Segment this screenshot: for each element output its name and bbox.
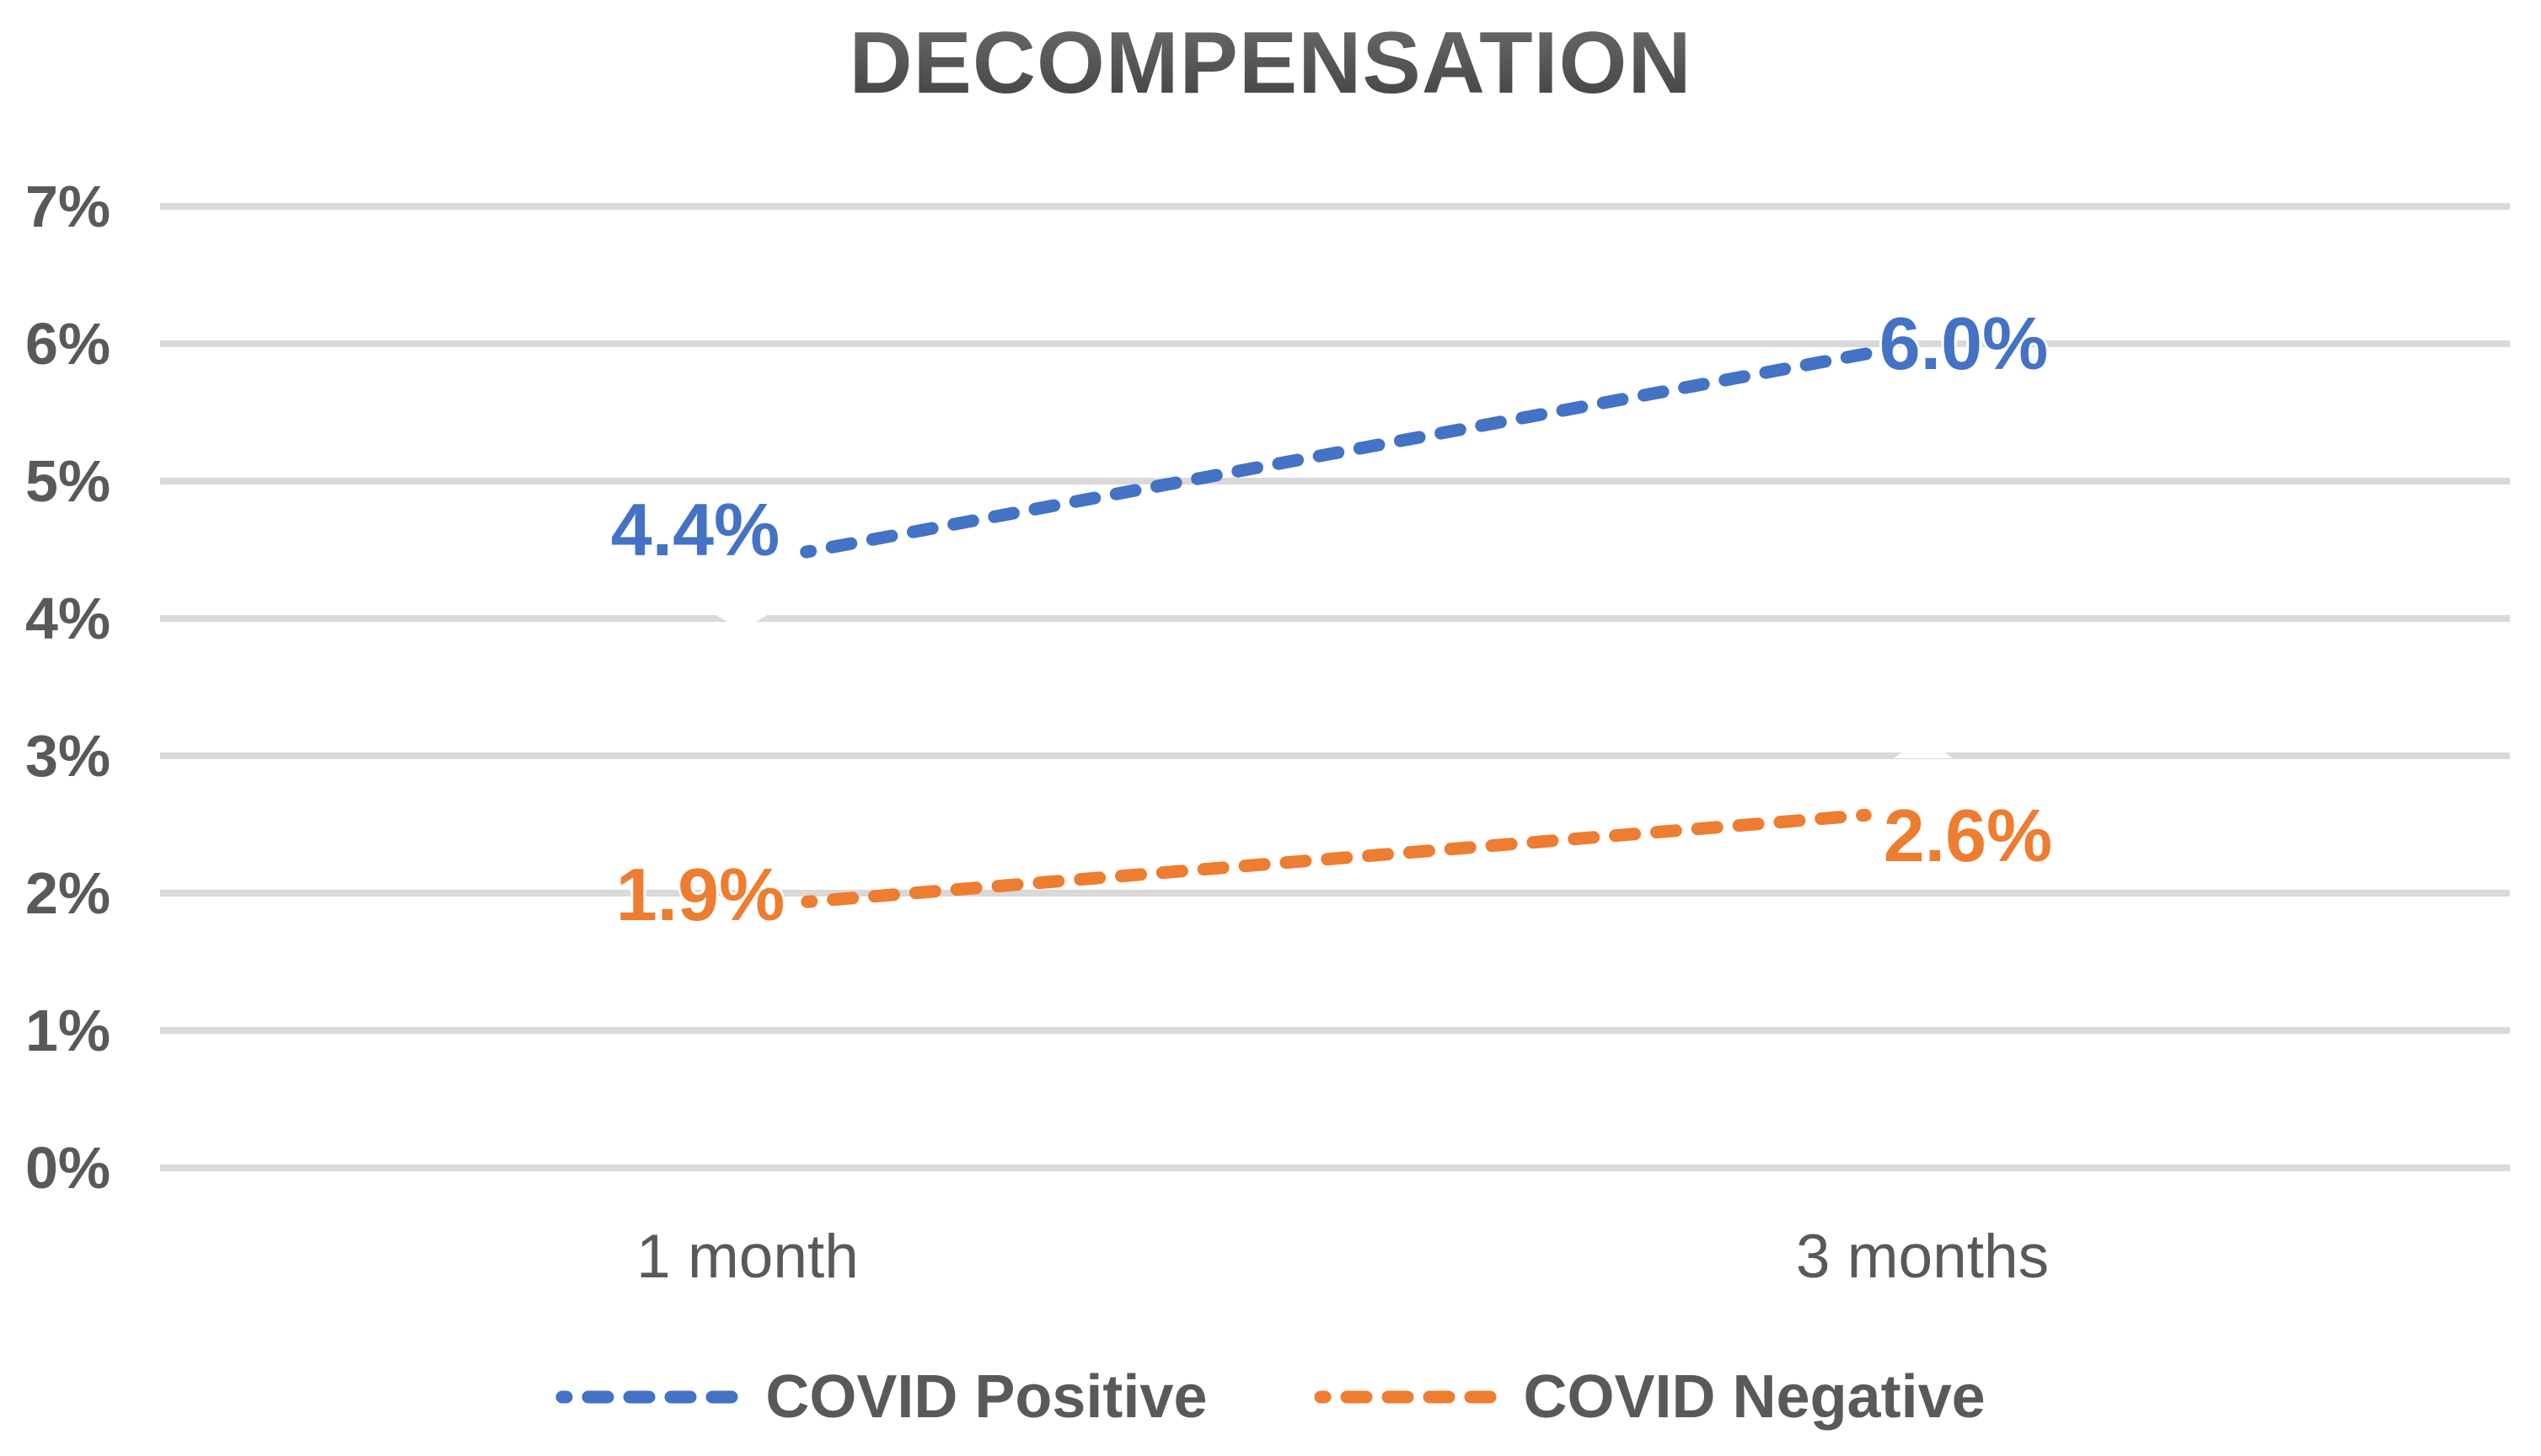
y-tick-label: 2%	[25, 860, 111, 926]
legend-dash-swatch-covid-positive	[555, 1390, 747, 1404]
x-axis-label-1-month: 1 month	[636, 1223, 859, 1291]
data-label-1.9pct: 1.9%	[615, 853, 785, 937]
data-label-4.4pct: 4.4%	[610, 487, 780, 571]
series-line-covid-negative	[801, 808, 1872, 908]
series-line-covid-positive	[800, 347, 1873, 559]
legend-item-covid-positive: COVID Positive	[555, 1363, 1208, 1431]
data-label-2.6pct: 2.6%	[1883, 794, 2053, 878]
x-axis-label-3-months: 3 months	[1795, 1223, 2050, 1291]
chart-title: DECOMPENSATION	[0, 13, 2541, 114]
gridline-notch	[710, 612, 773, 630]
y-tick-label: 0%	[25, 1135, 111, 1201]
chart-legend: COVID Positive COVID Negative	[0, 1367, 2541, 1427]
y-tick-label: 6%	[25, 311, 111, 377]
legend-label-covid-negative: COVID Negative	[1523, 1363, 1986, 1431]
y-tick-label: 1%	[25, 998, 111, 1063]
y-tick-label: 5%	[25, 448, 111, 514]
y-tick-label: 3%	[25, 723, 111, 789]
y-tick-label: 7%	[25, 174, 111, 239]
y-tick-label: 4%	[25, 586, 111, 651]
gridline-notch	[1894, 736, 1953, 758]
data-label-6.0pct: 6.0%	[1879, 302, 2049, 385]
legend-dash-swatch-covid-negative	[1314, 1390, 1504, 1404]
legend-label-covid-positive: COVID Positive	[765, 1363, 1208, 1431]
legend-item-covid-negative: COVID Negative	[1314, 1367, 1986, 1427]
